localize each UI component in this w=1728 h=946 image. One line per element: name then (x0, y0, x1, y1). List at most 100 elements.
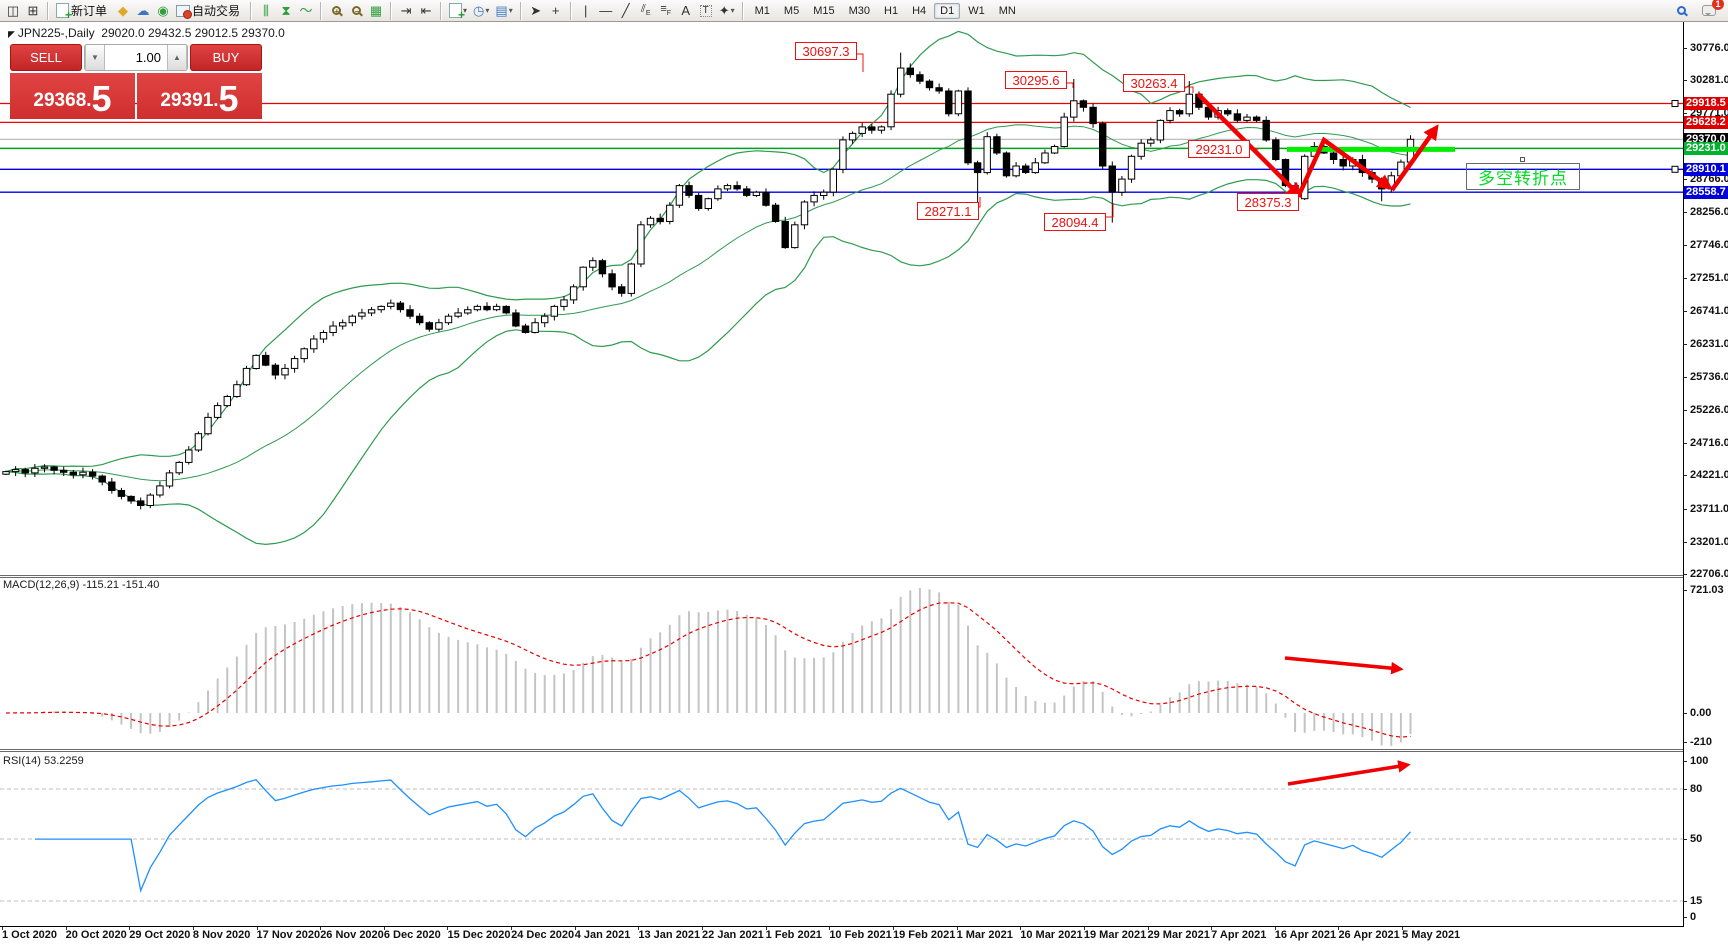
candle (1252, 116, 1261, 121)
line-chart-icon[interactable]: 〜 (299, 3, 313, 18)
buy-price[interactable]: 29391. 5 (137, 73, 262, 119)
price-annotation[interactable]: 28271.1 (917, 202, 979, 220)
toolbar-separator (250, 1, 253, 20)
macd-panel[interactable] (0, 578, 1683, 748)
candle (877, 126, 886, 131)
axis-tick (1683, 79, 1687, 81)
candle (425, 322, 434, 330)
timeframe-MN[interactable]: MN (998, 4, 1016, 17)
toolbar: ◫ ⊞ 新订单 ◆ ☁ ◉ 自动交易 ⫼ ⧗ 〜 + − ▦ ⇥ ⇤ ▾ ◷▾ … (0, 0, 1728, 22)
ohlc-readout: 29020.0 29432.5 29012.5 29370.0 (101, 26, 285, 40)
timeframe-H4[interactable]: H4 (912, 4, 927, 17)
vline-tool[interactable]: | (584, 3, 588, 18)
candle (1329, 152, 1338, 160)
metaeditor-icon[interactable]: ◆ (118, 3, 129, 18)
new-order-button[interactable]: 新订单 (53, 1, 113, 22)
candle (560, 299, 568, 307)
date-axis-label: 5 May 2021 (1402, 929, 1461, 941)
volume-value[interactable]: 1.00 (135, 50, 161, 65)
bar-chart-icon[interactable]: ⫼ (263, 3, 270, 18)
candle (194, 433, 203, 451)
price-axis-label: 24221.0 (1690, 469, 1728, 482)
timeframe-W1[interactable]: W1 (968, 4, 985, 17)
timeframe-M15[interactable]: M15 (813, 4, 835, 17)
candle-chart-icon[interactable]: ⧗ (281, 3, 291, 18)
candle (396, 302, 405, 311)
price-tag: 29231.0 (1684, 141, 1728, 155)
rsi-trend-arrow (1287, 760, 1411, 786)
buy-button[interactable]: BUY (190, 44, 262, 71)
rsi-label: RSI(14) 53.2259 (3, 755, 84, 767)
price-annotation[interactable]: 30697.3 (795, 42, 857, 60)
candle (137, 500, 145, 506)
axis-tick (1683, 310, 1687, 312)
candle (1127, 155, 1136, 180)
chat-icon[interactable]: 1 (1699, 0, 1724, 21)
candle (358, 312, 366, 317)
panel-separator[interactable] (0, 575, 1683, 578)
price-annotation[interactable]: 28375.3 (1237, 193, 1299, 211)
date-axis-label: 22 Jan 2021 (702, 929, 764, 941)
autotrading-button[interactable]: 自动交易 (173, 1, 246, 21)
date-tick (1402, 927, 1404, 930)
date-tick (765, 927, 767, 930)
axis-tick (1683, 590, 1687, 591)
panel-separator[interactable] (0, 749, 1683, 752)
candle (791, 224, 799, 249)
date-axis-label: 8 Nov 2020 (192, 929, 251, 941)
sell-button[interactable]: SELL (10, 44, 82, 71)
hline-tool[interactable]: — (599, 3, 613, 18)
periods-clock-icon[interactable]: ◷ ▾ (473, 3, 490, 18)
rsi-panel[interactable] (0, 753, 1683, 926)
candle (714, 188, 722, 200)
timeframe-D1[interactable]: D1 (934, 2, 961, 19)
indicators-icon[interactable]: ▾ (446, 1, 470, 22)
templates-icon[interactable]: ▤ ▾ (495, 3, 513, 18)
candle (781, 221, 789, 249)
timeframe-M1[interactable]: M1 (754, 4, 770, 17)
volume-down-button[interactable]: ▼ (85, 45, 105, 70)
search-icon[interactable] (1671, 1, 1691, 21)
sell-price[interactable]: 29368. 5 (10, 73, 135, 119)
trendline-tool[interactable]: ╱ (621, 3, 630, 18)
turning-point-note[interactable]: 多空转折点 (1466, 163, 1580, 190)
auto-scroll-icon[interactable]: ⇤ (420, 3, 432, 18)
timeframe-M30[interactable]: M30 (848, 4, 871, 17)
main-chart[interactable] (0, 22, 1683, 575)
axis-tick (1683, 376, 1687, 378)
price-annotation[interactable]: 30263.4 (1123, 74, 1185, 92)
timeframe-M5[interactable]: M5 (783, 4, 800, 17)
chart-shift-icon[interactable]: ⇥ (400, 3, 412, 18)
data-window-icon[interactable]: ⊞ (27, 3, 39, 18)
fibonacci-tool[interactable]: ≡F (660, 2, 672, 18)
candle (925, 80, 934, 89)
trend-arrow-up (1390, 124, 1439, 192)
cursor-tool[interactable]: ➤ (530, 3, 542, 18)
timeframe-H1[interactable]: H1 (884, 4, 899, 17)
candle (185, 449, 193, 463)
text-tool[interactable]: A (681, 3, 691, 18)
zoom-out-icon[interactable]: − (346, 1, 366, 21)
axis-tick (1683, 839, 1687, 840)
price-axis-label: 25736.0 (1690, 370, 1728, 383)
rsi-axis-label: 100 (1690, 755, 1709, 767)
price-annotation[interactable]: 28094.4 (1044, 213, 1106, 231)
price-annotation[interactable]: 29231.0 (1188, 140, 1250, 158)
one-click-toggle-icon[interactable]: ◤ (8, 29, 15, 39)
crosshair-tool[interactable]: + (551, 3, 560, 18)
chart-window-icon[interactable]: ◫ (6, 3, 20, 18)
price-annotation[interactable]: 30295.6 (1005, 71, 1067, 89)
candle (492, 305, 501, 311)
zoom-in-icon[interactable]: + (326, 1, 346, 21)
community-icon[interactable]: ☁ (136, 3, 150, 18)
text-label-tool[interactable]: T (696, 1, 716, 21)
tile-windows-icon[interactable]: ▦ (369, 3, 383, 18)
signals-icon[interactable]: ◉ (157, 3, 169, 18)
volume-up-button[interactable]: ▲ (167, 45, 187, 70)
channel-tool[interactable]: ⫽E (640, 2, 651, 18)
note-selection-handle[interactable] (1520, 157, 1525, 162)
candle (233, 384, 241, 398)
arrows-tool[interactable]: ✦ ▾ (718, 3, 735, 18)
date-axis-label: 1 Oct 2020 (2, 929, 58, 941)
axis-tick (1683, 344, 1687, 346)
